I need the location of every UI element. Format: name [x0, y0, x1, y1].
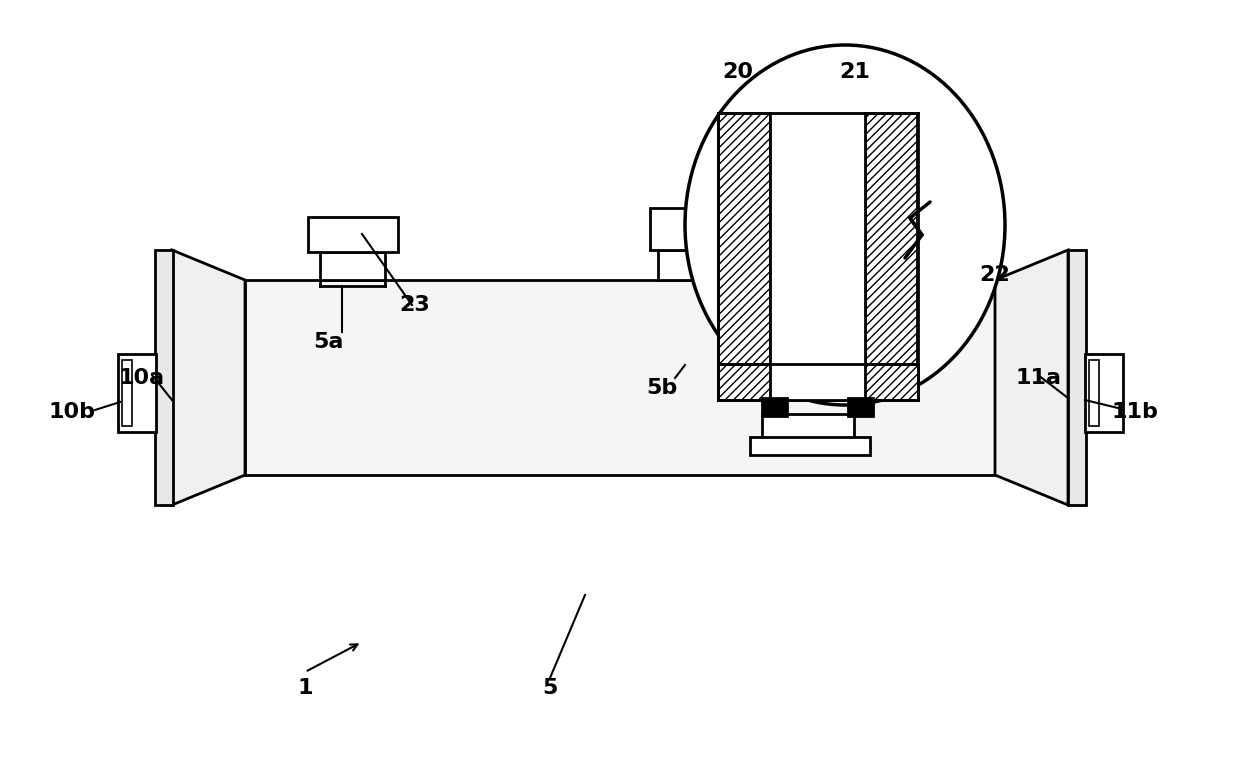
Text: 11a: 11a — [1016, 368, 1061, 388]
FancyBboxPatch shape — [658, 250, 723, 280]
FancyBboxPatch shape — [320, 252, 384, 280]
FancyBboxPatch shape — [750, 437, 870, 455]
Polygon shape — [994, 250, 1068, 505]
Text: 21: 21 — [839, 62, 870, 82]
FancyBboxPatch shape — [718, 364, 918, 400]
Text: 11b: 11b — [1111, 402, 1158, 422]
Text: 23: 23 — [399, 295, 430, 315]
FancyBboxPatch shape — [1068, 250, 1086, 505]
FancyBboxPatch shape — [246, 280, 994, 475]
Ellipse shape — [684, 45, 1004, 405]
Polygon shape — [172, 250, 246, 505]
FancyBboxPatch shape — [866, 113, 918, 365]
Text: 20: 20 — [723, 62, 754, 82]
Text: 5: 5 — [542, 678, 558, 698]
Text: 10a: 10a — [119, 368, 165, 388]
FancyBboxPatch shape — [118, 354, 156, 432]
FancyBboxPatch shape — [308, 217, 398, 252]
FancyBboxPatch shape — [718, 113, 770, 365]
Text: 5b: 5b — [646, 378, 677, 398]
FancyBboxPatch shape — [1089, 360, 1099, 426]
FancyBboxPatch shape — [763, 414, 854, 440]
FancyBboxPatch shape — [770, 113, 866, 365]
FancyBboxPatch shape — [650, 208, 730, 250]
Text: 5a: 5a — [312, 332, 343, 352]
FancyBboxPatch shape — [770, 364, 866, 400]
Text: 1: 1 — [298, 678, 312, 698]
FancyBboxPatch shape — [155, 250, 174, 505]
Text: 10b: 10b — [48, 402, 95, 422]
FancyBboxPatch shape — [763, 398, 787, 416]
Text: 22: 22 — [980, 265, 1011, 285]
FancyBboxPatch shape — [1085, 354, 1123, 432]
FancyBboxPatch shape — [122, 360, 131, 426]
FancyBboxPatch shape — [848, 398, 873, 416]
